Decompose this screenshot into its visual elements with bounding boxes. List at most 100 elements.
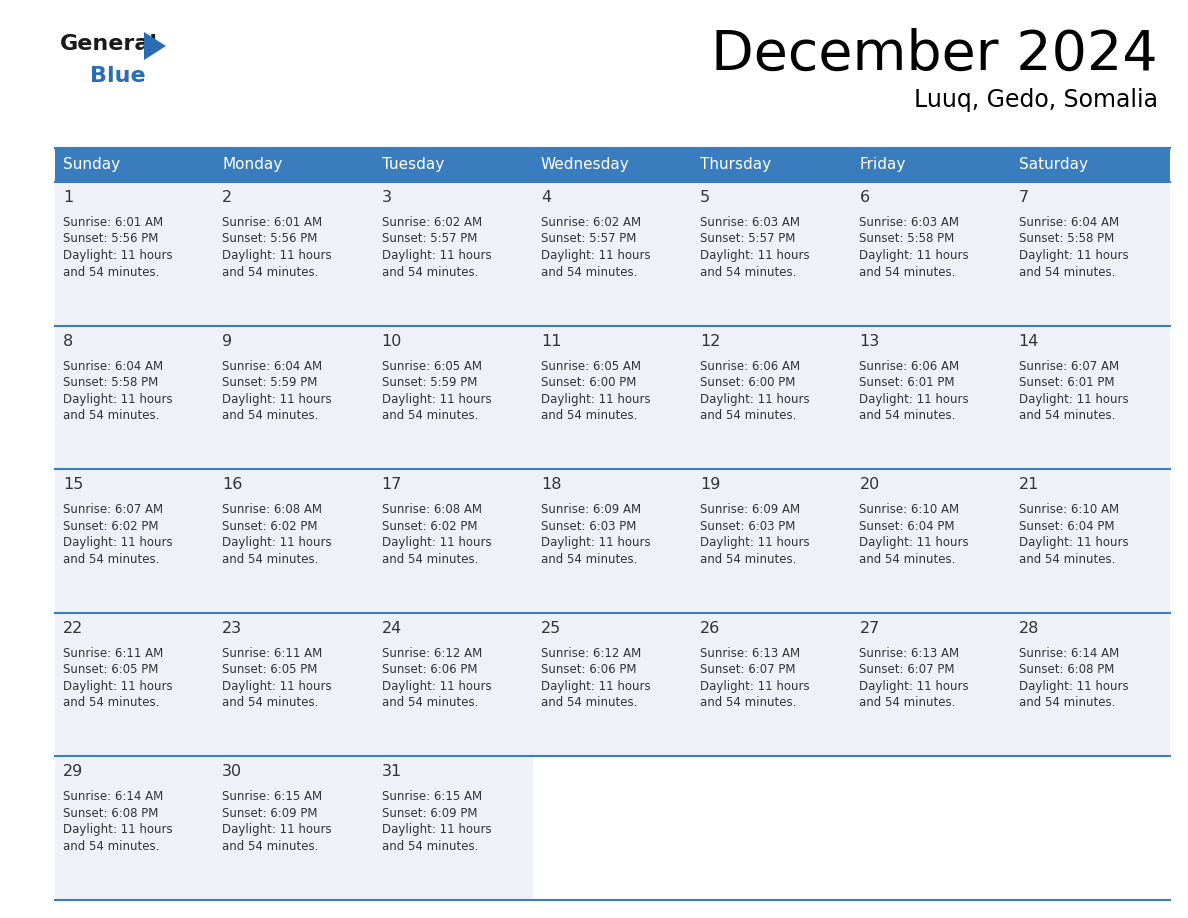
Text: and 54 minutes.: and 54 minutes. [1019,265,1116,278]
Text: Sunset: 6:05 PM: Sunset: 6:05 PM [63,664,158,677]
Text: and 54 minutes.: and 54 minutes. [63,265,159,278]
Bar [852,326,1011,469]
Text: 26: 26 [700,621,720,636]
Text: and 54 minutes.: and 54 minutes. [381,840,478,853]
Bar [373,469,533,613]
Text: Sunset: 6:07 PM: Sunset: 6:07 PM [859,664,955,677]
Text: Sunset: 6:06 PM: Sunset: 6:06 PM [541,664,637,677]
Text: Sunrise: 6:03 AM: Sunrise: 6:03 AM [700,216,801,229]
Text: Sunrise: 6:08 AM: Sunrise: 6:08 AM [381,503,481,516]
Bar [693,326,852,469]
Text: and 54 minutes.: and 54 minutes. [700,696,796,710]
Bar [55,756,214,900]
Bar [373,613,533,756]
Text: 21: 21 [1019,477,1040,492]
Text: and 54 minutes.: and 54 minutes. [859,553,956,565]
Bar [1011,613,1170,756]
Text: Daylight: 11 hours: Daylight: 11 hours [859,536,969,549]
Text: Sunrise: 6:15 AM: Sunrise: 6:15 AM [381,790,481,803]
Text: 10: 10 [381,333,402,349]
Text: and 54 minutes.: and 54 minutes. [222,840,318,853]
Text: 14: 14 [1019,333,1040,349]
Text: Sunrise: 6:08 AM: Sunrise: 6:08 AM [222,503,322,516]
Text: and 54 minutes.: and 54 minutes. [222,696,318,710]
Text: 16: 16 [222,477,242,492]
Text: Thursday: Thursday [700,158,771,173]
Bar [55,182,214,326]
Text: and 54 minutes.: and 54 minutes. [63,840,159,853]
Text: 6: 6 [859,190,870,205]
Text: Sunset: 5:57 PM: Sunset: 5:57 PM [381,232,476,245]
Bar [533,326,693,469]
Text: Sunrise: 6:10 AM: Sunrise: 6:10 AM [1019,503,1119,516]
Text: Sunset: 5:57 PM: Sunset: 5:57 PM [700,232,796,245]
Text: Sunrise: 6:11 AM: Sunrise: 6:11 AM [222,647,322,660]
Text: Wednesday: Wednesday [541,158,630,173]
Text: 15: 15 [63,477,83,492]
Bar [852,182,1011,326]
Text: Daylight: 11 hours: Daylight: 11 hours [381,393,491,406]
Text: and 54 minutes.: and 54 minutes. [541,265,637,278]
Text: and 54 minutes.: and 54 minutes. [222,409,318,422]
Text: and 54 minutes.: and 54 minutes. [1019,409,1116,422]
Text: 8: 8 [63,333,74,349]
Bar [533,613,693,756]
Bar [214,182,373,326]
Text: Sunset: 6:08 PM: Sunset: 6:08 PM [1019,664,1114,677]
Text: 13: 13 [859,333,879,349]
Text: 20: 20 [859,477,879,492]
Bar [214,326,373,469]
Text: 29: 29 [63,765,83,779]
Text: Saturday: Saturday [1019,158,1088,173]
Polygon shape [144,32,166,60]
Text: Sunset: 5:56 PM: Sunset: 5:56 PM [63,232,158,245]
Text: and 54 minutes.: and 54 minutes. [63,696,159,710]
Text: 1: 1 [63,190,74,205]
Text: 11: 11 [541,333,562,349]
Text: 17: 17 [381,477,402,492]
Bar [1011,326,1170,469]
Text: 7: 7 [1019,190,1029,205]
Text: and 54 minutes.: and 54 minutes. [541,553,637,565]
Bar [373,756,533,900]
Text: Daylight: 11 hours: Daylight: 11 hours [1019,536,1129,549]
Bar [852,756,1011,900]
Bar [1011,469,1170,613]
Text: and 54 minutes.: and 54 minutes. [222,265,318,278]
Text: Daylight: 11 hours: Daylight: 11 hours [700,249,810,262]
Text: Daylight: 11 hours: Daylight: 11 hours [381,680,491,693]
Text: 19: 19 [700,477,720,492]
Text: Sunrise: 6:07 AM: Sunrise: 6:07 AM [1019,360,1119,373]
Text: and 54 minutes.: and 54 minutes. [541,409,637,422]
Text: Tuesday: Tuesday [381,158,444,173]
Bar [693,469,852,613]
Text: and 54 minutes.: and 54 minutes. [700,553,796,565]
Text: Sunrise: 6:12 AM: Sunrise: 6:12 AM [381,647,482,660]
Text: Sunrise: 6:07 AM: Sunrise: 6:07 AM [63,503,163,516]
Text: Daylight: 11 hours: Daylight: 11 hours [700,393,810,406]
Text: Sunrise: 6:02 AM: Sunrise: 6:02 AM [381,216,481,229]
Text: Sunrise: 6:04 AM: Sunrise: 6:04 AM [222,360,322,373]
Text: Daylight: 11 hours: Daylight: 11 hours [63,536,172,549]
Bar [55,148,1170,182]
Text: and 54 minutes.: and 54 minutes. [63,553,159,565]
Text: and 54 minutes.: and 54 minutes. [1019,553,1116,565]
Text: Daylight: 11 hours: Daylight: 11 hours [63,680,172,693]
Text: Daylight: 11 hours: Daylight: 11 hours [222,393,331,406]
Text: 18: 18 [541,477,562,492]
Text: Sunrise: 6:14 AM: Sunrise: 6:14 AM [1019,647,1119,660]
Text: Sunrise: 6:06 AM: Sunrise: 6:06 AM [859,360,960,373]
Text: Sunset: 5:58 PM: Sunset: 5:58 PM [859,232,955,245]
Text: and 54 minutes.: and 54 minutes. [381,409,478,422]
Bar [55,469,214,613]
Text: and 54 minutes.: and 54 minutes. [63,409,159,422]
Text: Sunset: 6:01 PM: Sunset: 6:01 PM [1019,376,1114,389]
Text: and 54 minutes.: and 54 minutes. [859,409,956,422]
Text: Daylight: 11 hours: Daylight: 11 hours [222,249,331,262]
Text: Sunset: 6:01 PM: Sunset: 6:01 PM [859,376,955,389]
Text: Sunset: 6:02 PM: Sunset: 6:02 PM [222,520,317,532]
Text: Sunset: 6:09 PM: Sunset: 6:09 PM [222,807,317,820]
Text: Sunrise: 6:09 AM: Sunrise: 6:09 AM [541,503,642,516]
Text: 24: 24 [381,621,402,636]
Text: Sunrise: 6:13 AM: Sunrise: 6:13 AM [859,647,960,660]
